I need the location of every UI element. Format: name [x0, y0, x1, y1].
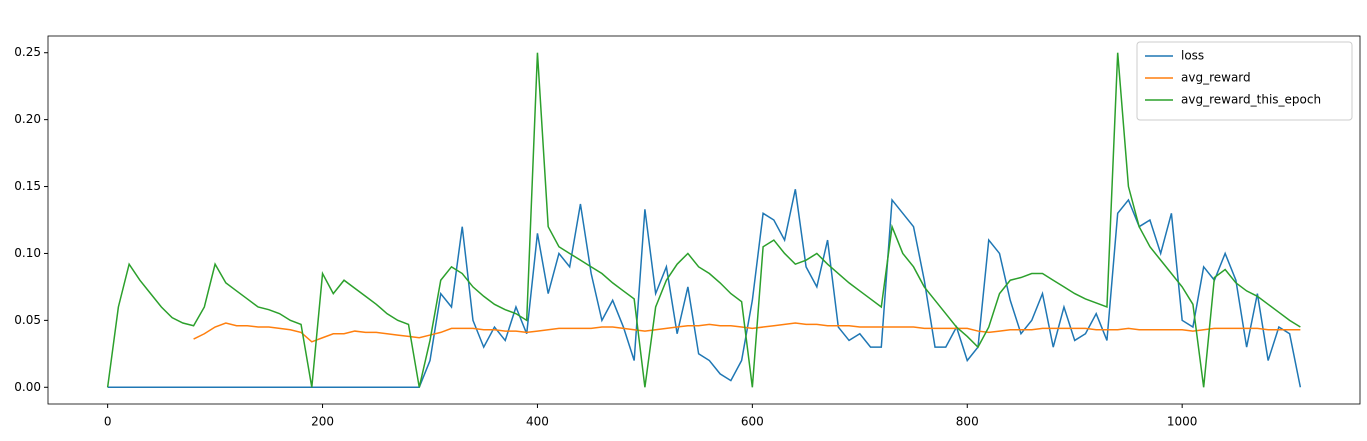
x-tick-label: 200 [311, 415, 334, 429]
legend-label: avg_reward_this_epoch [1181, 93, 1321, 107]
y-tick-label: 0.15 [14, 179, 41, 193]
y-tick-label: 0.25 [14, 45, 41, 59]
x-tick-label: 800 [956, 415, 979, 429]
y-tick-label: 0.20 [14, 112, 41, 126]
line-series [193, 322, 1301, 343]
plot-frame [47, 35, 1361, 405]
legend-label: avg_reward [1181, 71, 1251, 85]
legend-label: loss [1181, 49, 1204, 63]
x-tick-label: 1000 [1167, 415, 1198, 429]
y-tick-label: 0.10 [14, 246, 41, 260]
x-tick-label: 0 [104, 415, 112, 429]
y-tick-label: 0.00 [14, 380, 41, 394]
x-tick-label: 400 [526, 415, 549, 429]
x-tick-label: 600 [741, 415, 764, 429]
y-tick-label: 0.05 [14, 313, 41, 327]
legend-box [1136, 41, 1353, 121]
line-series [107, 189, 1302, 389]
line-series [106, 52, 1301, 388]
